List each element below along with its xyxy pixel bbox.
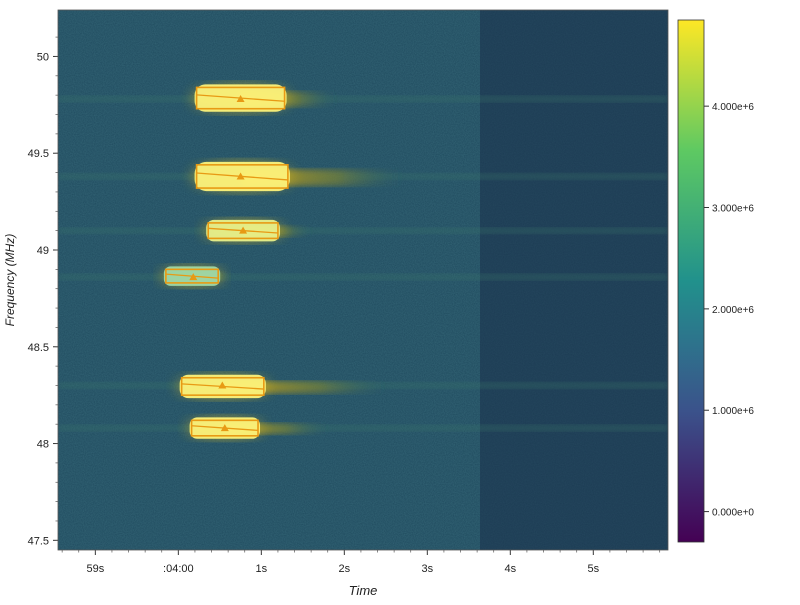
detection-3[interactable] — [58, 218, 668, 243]
y-tick-label: 50 — [37, 51, 49, 63]
peak-marker[interactable] — [236, 172, 245, 180]
y-axis: 47.5 48 48.5 49 49.5 50 — [28, 36, 58, 547]
x-tick-label: 59s — [86, 563, 104, 575]
detection-5[interactable] — [58, 373, 668, 400]
detection-6[interactable] — [58, 416, 668, 440]
y-axis-label: Frequency (MHz) — [3, 234, 17, 327]
y-tick-label: 48 — [37, 439, 49, 451]
x-axis-label: Time — [349, 583, 378, 598]
colorbar-tick-label: 0.000e+0 — [712, 508, 754, 519]
y-tick-label: 49.5 — [28, 148, 49, 160]
detection-1[interactable] — [58, 83, 668, 113]
frequency-streak — [58, 425, 668, 432]
x-tick-label: 3s — [422, 563, 434, 575]
plot-frame — [57, 9, 669, 551]
y-tick-label: 47.5 — [28, 535, 49, 547]
peak-marker[interactable] — [236, 95, 245, 103]
detection-4[interactable] — [58, 265, 668, 287]
signal-trail — [224, 423, 328, 435]
detection-box[interactable] — [190, 419, 259, 437]
frequency-streak — [58, 96, 668, 103]
x-axis: 59s :04:00 1s 2s 3s 4s 5s — [61, 550, 661, 575]
y-tick-label: 49 — [37, 245, 49, 257]
x-tick-label: 4s — [505, 563, 517, 575]
colorbar-tick-label: 1.000e+6 — [712, 406, 754, 417]
peak-marker[interactable] — [239, 226, 248, 234]
colorbar-ticks: 0.000e+0 1.000e+6 2.000e+6 3.000e+6 4.000e+6 — [704, 102, 754, 519]
frequency-streak — [58, 274, 668, 281]
detection-2[interactable] — [58, 160, 668, 193]
x-tick-label: 1s — [256, 563, 268, 575]
peak-marker[interactable] — [189, 273, 198, 281]
colorbar-gradient[interactable] — [677, 19, 705, 543]
x-tick-label: 5s — [587, 563, 599, 575]
plot-area — [58, 10, 668, 550]
colorbar-tick-label: 3.000e+6 — [712, 204, 754, 215]
detections-layer — [58, 83, 668, 440]
colorbar[interactable]: 0.000e+0 1.000e+6 2.000e+6 3.000e+6 4.000e+6 — [677, 19, 754, 543]
colorbar-tick-label: 2.000e+6 — [712, 305, 754, 316]
detection-box[interactable] — [180, 376, 265, 396]
frequency-streak — [58, 227, 668, 234]
y-tick-label: 48.5 — [28, 342, 49, 354]
detection-box[interactable] — [195, 86, 286, 110]
detection-box[interactable] — [195, 164, 289, 189]
x-tick-label: :04:00 — [163, 563, 194, 575]
x-tick-label: 2s — [339, 563, 351, 575]
detection-box[interactable] — [207, 222, 279, 240]
peak-marker[interactable] — [220, 424, 229, 432]
detection-box[interactable] — [165, 268, 219, 284]
colorbar-tick-label: 4.000e+6 — [712, 102, 754, 113]
peak-marker[interactable] — [218, 381, 227, 389]
